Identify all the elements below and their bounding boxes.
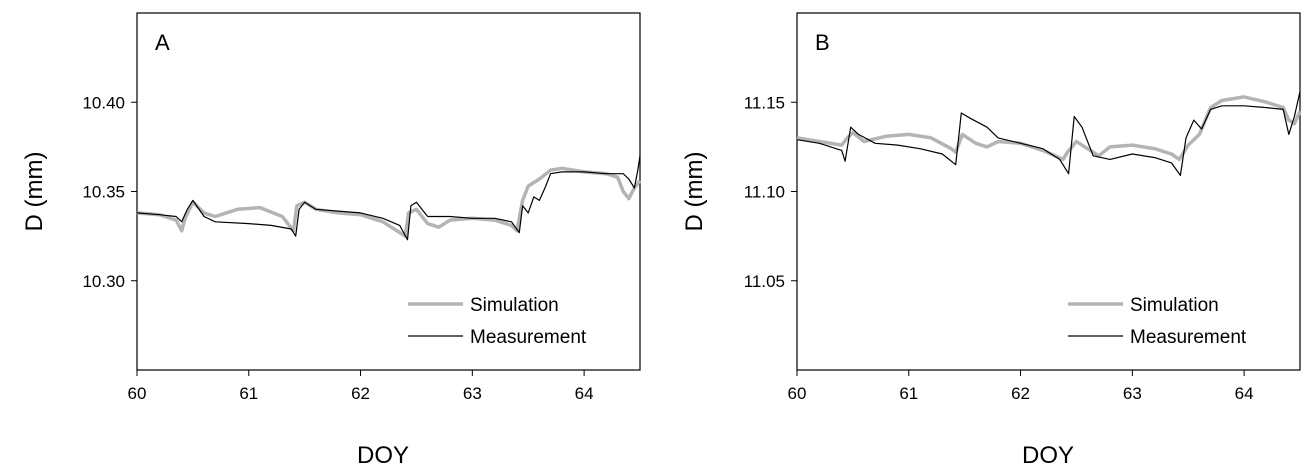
y-tick-label: 11.10 [744, 183, 785, 202]
x-tick-label: 64 [575, 384, 594, 403]
series-line-measurement [796, 91, 1301, 176]
y-tick-label: 11.15 [744, 93, 785, 112]
legend-label-simulation: Simulation [1130, 295, 1219, 316]
chart-panel-b: 60 61 62 63 64 11.05 11.10 11.15 DOY D (mm) B Simul… [681, 12, 1302, 469]
series-line-measurement [136, 155, 641, 241]
x-tick-label: 63 [463, 384, 482, 403]
legend-label-measurement: Measurement [1130, 327, 1247, 348]
x-tick-label: 62 [1011, 384, 1030, 403]
panel-label: B [815, 30, 830, 55]
y-axis-label: D (mm) [21, 152, 48, 232]
y-tick-label: 10.35 [82, 183, 125, 202]
x-tick-label: 62 [351, 384, 370, 403]
panel-label: A [155, 30, 170, 55]
x-tick-label: 61 [239, 384, 258, 403]
x-axis-label: DOY [1022, 442, 1074, 469]
legend-label-simulation: Simulation [470, 295, 559, 316]
series-line-simulation [796, 95, 1302, 162]
series-line-simulation [136, 166, 642, 238]
x-tick-label: 63 [1123, 384, 1142, 403]
x-tick-label: 60 [788, 384, 807, 403]
plot-frame [796, 12, 1301, 371]
x-tick-label: 64 [1235, 384, 1254, 403]
legend-label-measurement: Measurement [470, 327, 587, 348]
y-tick-label: 11.05 [744, 272, 785, 291]
x-tick-label: 60 [128, 384, 147, 403]
x-axis-label: DOY [357, 442, 409, 469]
y-axis-label: D (mm) [681, 152, 708, 232]
chart-panel-a: 60 61 62 63 64 10.30 10.35 10.40 DOY D (mm) A Simul… [21, 12, 642, 469]
y-tick-label: 10.30 [82, 272, 125, 291]
plot-frame [136, 12, 641, 371]
x-tick-label: 61 [899, 384, 918, 403]
y-tick-label: 10.40 [82, 93, 125, 112]
